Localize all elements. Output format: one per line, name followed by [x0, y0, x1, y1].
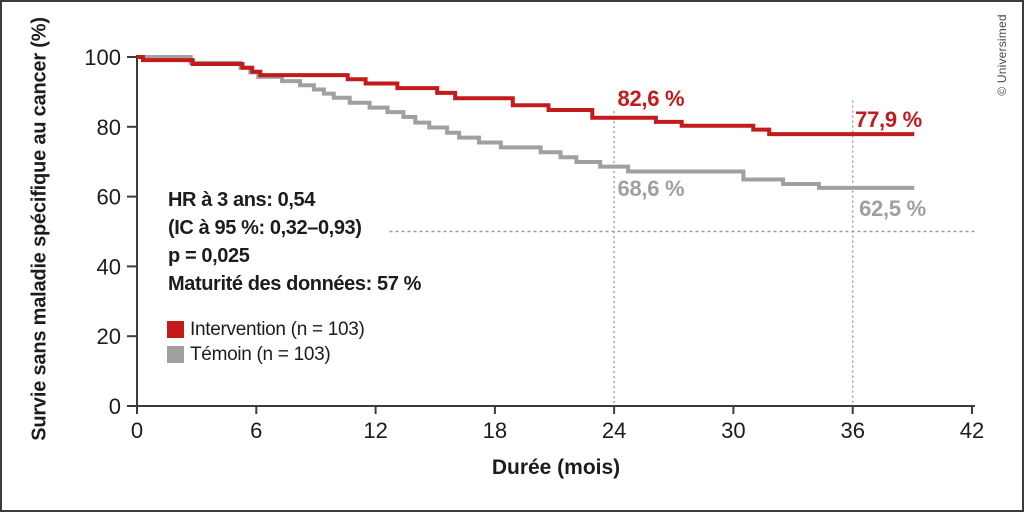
x-axis-tick-label: 42	[960, 418, 984, 443]
x-axis-tick-label: 6	[250, 418, 262, 443]
x-axis-tick-label: 12	[363, 418, 387, 443]
stats-pvalue: p = 0,025	[168, 245, 250, 267]
y-axis-tick-label: 40	[97, 254, 121, 279]
legend-item-intervention: Intervention (n = 103)	[167, 317, 365, 342]
y-axis-tick-label: 80	[97, 115, 121, 140]
x-axis-tick-label: 18	[483, 418, 507, 443]
x-axis-tick-label: 0	[131, 418, 143, 443]
landmark-label-temoin-24mo: 68,6 %	[618, 176, 685, 201]
x-axis-tick-label: 30	[721, 418, 745, 443]
y-axis-tick-label: 100	[84, 45, 121, 70]
x-axis-title: Durée (mois)	[491, 456, 621, 479]
legend-label-temoin: Témoin (n = 103)	[190, 343, 331, 365]
y-axis-tick-label: 0	[109, 394, 121, 419]
landmark-label-temoin-36mo: 62,5 %	[859, 196, 926, 221]
landmark-label-intervention-36mo: 77,9 %	[855, 107, 922, 132]
y-axis-title: Survie sans maladie spécifique au cancer…	[28, 17, 51, 441]
y-axis-tick-label: 20	[97, 324, 121, 349]
stats-hr: HR à 3 ans: 0,54	[168, 189, 316, 211]
survival-curve-temoin	[137, 55, 915, 190]
y-axis-tick-label: 60	[97, 185, 121, 210]
temoin-swatch-icon	[167, 346, 184, 363]
stats-block: HR à 3 ans: 0,54 (IC à 95 %: 0,32–0,93) …	[168, 186, 421, 298]
intervention-swatch-icon	[167, 321, 184, 338]
legend-item-temoin: Témoin (n = 103)	[167, 342, 365, 367]
publisher-credit: © Universimed	[995, 14, 1009, 96]
x-axis-tick-label: 24	[602, 418, 626, 443]
stats-maturity: Maturité des données: 57 %	[168, 273, 421, 295]
x-axis-tick-label: 36	[840, 418, 864, 443]
stats-ci: (IC à 95 %: 0,32–0,93)	[168, 217, 362, 239]
legend-label-intervention: Intervention (n = 103)	[190, 318, 365, 340]
legend: Intervention (n = 103) Témoin (n = 103)	[167, 317, 365, 367]
survival-curve-intervention	[137, 55, 915, 137]
landmark-label-intervention-24mo: 82,6 %	[618, 86, 685, 111]
